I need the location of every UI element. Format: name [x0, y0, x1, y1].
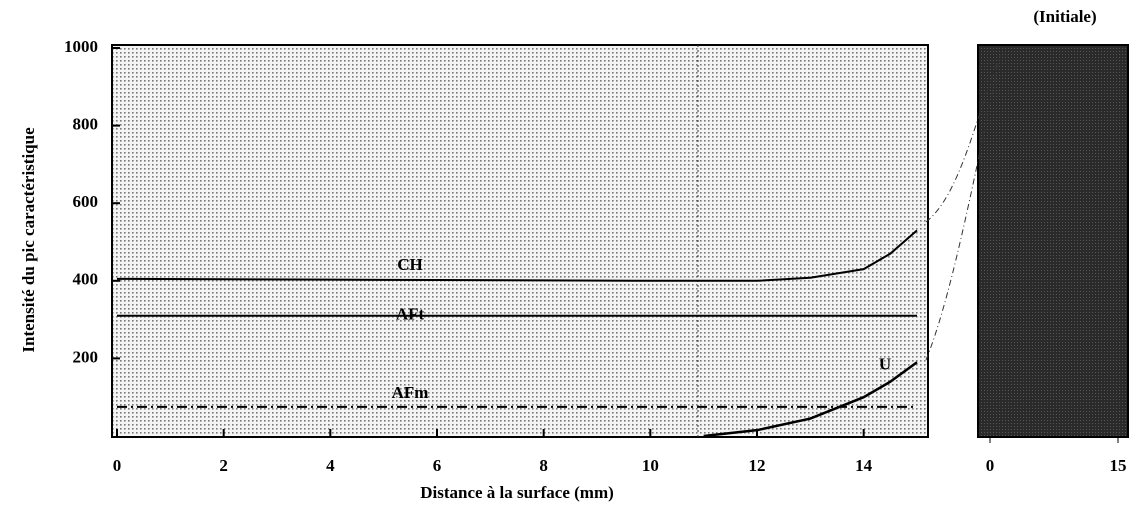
connector: [925, 54, 1001, 361]
connector: [925, 54, 1001, 223]
y-axis-label: Intensité du pic caractéristique: [19, 127, 38, 353]
x-tick-label: 4: [326, 456, 335, 475]
y-tick-label: 800: [73, 115, 99, 134]
series-label: U: [879, 355, 891, 374]
series-label: CH: [397, 255, 423, 274]
y-tick-label: 200: [73, 347, 99, 366]
x-tick-label: 15: [1110, 456, 1127, 475]
x-axis-label: Distance à la surface (mm): [420, 483, 614, 502]
sample-image: [977, 44, 1129, 438]
y-tick-label: 600: [73, 192, 99, 211]
series-line: [116, 229, 918, 282]
x-tick-label: 2: [219, 456, 228, 475]
y-tick-label: 400: [73, 270, 99, 289]
y-tick-label: 1000: [64, 37, 98, 56]
x-tick-label: 14: [855, 456, 873, 475]
x-tick-label: 10: [642, 456, 659, 475]
panel-title: (Initiale): [1033, 7, 1096, 26]
x-tick-label: 0: [986, 456, 995, 475]
x-tick-label: 6: [433, 456, 442, 475]
x-tick-label: 12: [749, 456, 766, 475]
series-label: AFm: [392, 383, 429, 402]
x-tick-label: 0: [113, 456, 122, 475]
x-tick-label: 8: [539, 456, 548, 475]
series-label: AFt: [396, 305, 425, 324]
plot-area: [111, 44, 929, 438]
series-line: [703, 361, 918, 438]
